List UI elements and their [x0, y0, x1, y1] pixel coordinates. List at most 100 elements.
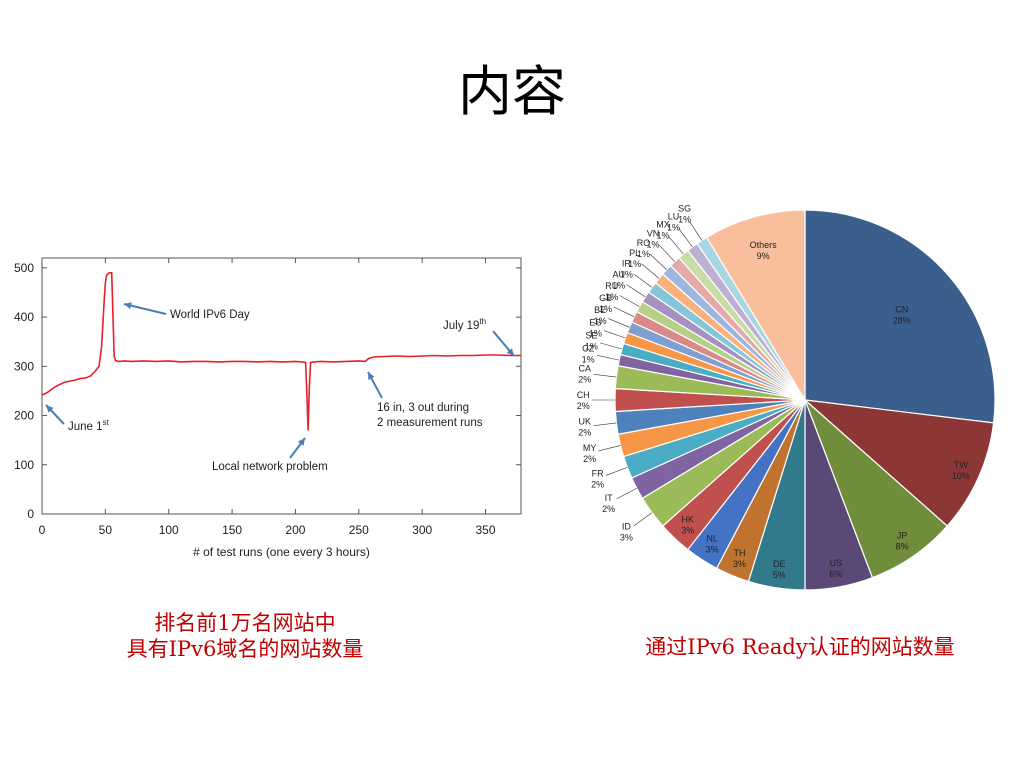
- leader-line: [668, 236, 684, 255]
- annotation-arrowhead: [297, 438, 305, 446]
- leader-line: [613, 306, 635, 318]
- slide-title: 内容: [458, 60, 566, 123]
- pie-label: HK: [682, 515, 695, 525]
- left-caption: 排名前1万名网站中 具有IPv6域名的网站数量: [90, 610, 400, 663]
- pie-label-value: 2%: [591, 480, 604, 490]
- annotation-sup: th: [479, 317, 486, 326]
- pie-label-value: 1%: [585, 341, 598, 351]
- leader-line: [658, 244, 675, 262]
- pie-slice-cn: [804, 209, 996, 424]
- pie-label-value: 1%: [637, 249, 650, 259]
- x-tick-label: 50: [99, 523, 113, 537]
- leader-line: [619, 295, 640, 307]
- pie-label: RU: [605, 281, 618, 291]
- leader-line: [599, 342, 623, 350]
- pie-slice-tw: [803, 399, 995, 527]
- pie-label: VN: [647, 228, 660, 238]
- pie-label-value: 5%: [773, 570, 786, 580]
- pie-label: IT: [605, 493, 614, 503]
- y-tick-label: 100: [14, 458, 34, 472]
- pie-label: AU: [612, 270, 625, 280]
- pie-label-value: 8%: [896, 542, 909, 552]
- annotation-arrowhead: [506, 348, 514, 356]
- x-tick-label: 350: [476, 523, 496, 537]
- pie-label-value: 3%: [620, 532, 633, 542]
- x-tick-label: 150: [222, 523, 242, 537]
- annotation-label: June 1st: [68, 418, 110, 433]
- pie-label: NL: [706, 534, 718, 544]
- pie-label-value: 9%: [757, 251, 770, 261]
- pie-label: CN: [895, 304, 908, 314]
- leader-line: [593, 374, 617, 378]
- pie-label-value: 2%: [578, 428, 591, 438]
- y-tick-label: 500: [14, 261, 34, 275]
- leader-line: [649, 253, 667, 270]
- pie-label: US: [830, 558, 843, 568]
- pie-label: MX: [656, 220, 670, 230]
- pie-label-value: 2%: [578, 374, 591, 384]
- pie-label: TH: [734, 548, 746, 558]
- annotation-label: 2 measurement runs: [377, 417, 483, 429]
- y-tick-label: 0: [27, 507, 34, 521]
- annotation-arrowhead: [368, 372, 375, 380]
- pie-label-value: 3%: [681, 526, 694, 536]
- leader-line: [633, 273, 653, 288]
- line-chart: 0 50 100 150 200 250 300 350 0 100 200 300 400 500 # o…: [14, 257, 522, 559]
- pie-label: GB: [599, 293, 612, 303]
- y-tick-label: 300: [14, 359, 34, 373]
- left-caption-line2: 具有IPv6域名的网站数量: [126, 637, 364, 662]
- x-tick-label: 250: [349, 523, 369, 537]
- x-tick-label: 0: [39, 523, 46, 537]
- pie-label-value: 3%: [733, 559, 746, 569]
- pie-label: BE: [594, 305, 606, 315]
- pie-label: DE: [773, 559, 786, 569]
- pie-label-value: 10%: [952, 471, 970, 481]
- annotation-sup: st: [103, 418, 110, 427]
- pie-label: JP: [897, 531, 908, 541]
- pie-label: RO: [637, 238, 651, 248]
- pie-label: ES: [589, 318, 601, 328]
- pie-label-value: 1%: [599, 304, 612, 314]
- leader-line: [678, 228, 693, 248]
- left-caption-line1: 排名前1万名网站中: [154, 611, 336, 635]
- leader-line: [603, 330, 626, 339]
- pie-label: FR: [592, 469, 604, 479]
- pie-label: CZ: [582, 343, 594, 353]
- pie-label-value: 2%: [577, 401, 590, 411]
- pie-label-value: 1%: [620, 270, 633, 280]
- leader-line: [598, 445, 621, 452]
- pie-label-value: 1%: [605, 292, 618, 302]
- pie-label: MY: [583, 443, 597, 453]
- leader-line: [626, 284, 646, 298]
- x-axis-label: # of test runs (one every 3 hours): [193, 545, 370, 559]
- pie-label-value: 1%: [612, 281, 625, 291]
- annotation-label: 16 in, 3 out during: [377, 402, 469, 414]
- pie-label-value: 2%: [602, 504, 615, 514]
- leader-line: [605, 467, 628, 476]
- pie-label: ID: [622, 521, 632, 531]
- annotation-arrowhead: [46, 405, 54, 413]
- annotation-arrowhead: [124, 302, 132, 310]
- annotation-label: July 19th: [443, 317, 486, 332]
- pie-label-value: 1%: [628, 259, 641, 269]
- pie-label: SG: [678, 204, 691, 214]
- y-tick-label: 400: [14, 310, 34, 324]
- pie-label-value: 1%: [656, 231, 669, 241]
- leader-line: [641, 263, 660, 279]
- pie-label-value: 1%: [582, 354, 595, 364]
- pie-label-value: 6%: [829, 569, 842, 579]
- x-tick-label: 100: [159, 523, 179, 537]
- pie-label-value: 28%: [893, 315, 911, 325]
- annotation-label: World IPv6 Day: [170, 309, 250, 321]
- pie-label-value: 2%: [583, 454, 596, 464]
- pie-label-value: 1%: [594, 316, 607, 326]
- right-caption: 通过IPv6 Ready认证的网站数量: [645, 635, 955, 659]
- leader-line: [633, 512, 653, 527]
- pie-label-value: 1%: [678, 215, 691, 225]
- pie-label: TW: [954, 460, 968, 470]
- pie-label: SE: [585, 330, 597, 340]
- pie-label: Others: [750, 240, 778, 250]
- series-line: [41, 271, 521, 431]
- annotation-label: Local network problem: [212, 461, 328, 473]
